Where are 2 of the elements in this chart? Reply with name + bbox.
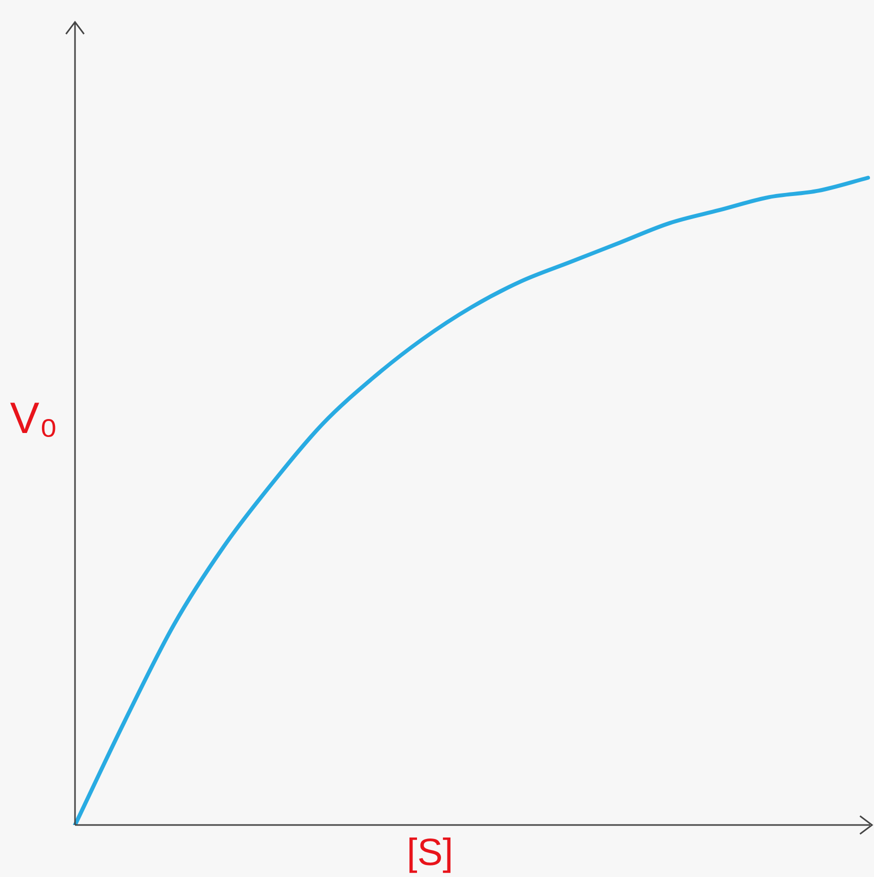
y-axis-title: V₀ [10,394,58,444]
x-axis-title: [S] [406,832,454,875]
